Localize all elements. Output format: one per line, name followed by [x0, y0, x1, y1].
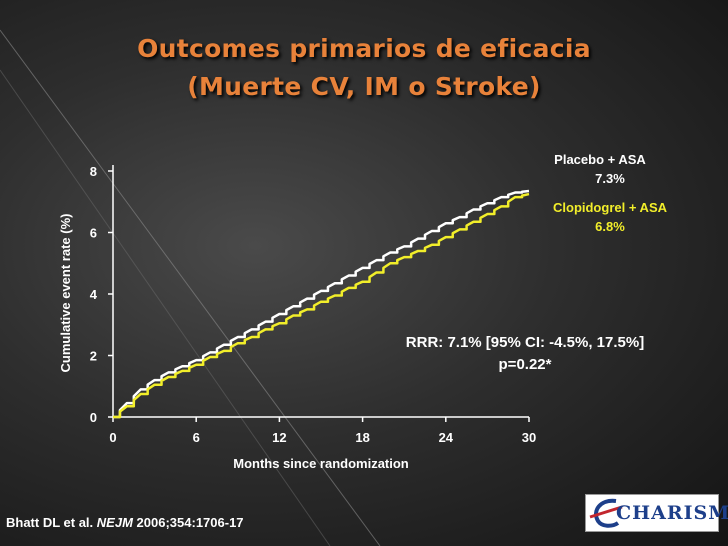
y-tick-label: 4 — [90, 287, 98, 302]
citation-authors: Bhatt DL et al. — [6, 515, 94, 530]
charisma-logo: CHARISMA — [585, 494, 728, 532]
charisma-logo-swoosh-icon — [589, 498, 623, 528]
y-tick-label: 0 — [90, 410, 97, 425]
citation-journal: NEJM — [96, 515, 133, 530]
x-tick-label: 0 — [109, 430, 116, 445]
rrr-annotation: RRR: 7.1% [95% CI: -4.5%, 17.5%] — [405, 334, 645, 351]
legend-clopidogrel-value: 6.8% — [595, 219, 625, 234]
citation-details: 2006;354:1706-17 — [136, 515, 244, 530]
x-tick-label: 30 — [522, 430, 536, 445]
x-axis-label: Months since randomization — [233, 456, 409, 471]
citation: Bhatt DL et al. NEJM 2006;354:1706-17 — [6, 515, 244, 530]
y-tick-label: 2 — [90, 349, 97, 364]
slide-title-line2: (Muerte CV, IM o Stroke) — [187, 72, 541, 101]
p-value-annotation: p=0.22* — [498, 356, 552, 373]
series-line-placebo — [113, 189, 530, 419]
series-line-clopidogrel — [113, 192, 530, 419]
chart-series-layer — [113, 189, 530, 419]
x-tick-label: 18 — [355, 430, 369, 445]
y-tick-label: 6 — [90, 226, 97, 241]
y-tick-label: 8 — [90, 164, 97, 179]
charisma-logo-text: CHARISMA — [616, 502, 728, 524]
x-tick-label: 24 — [439, 430, 454, 445]
x-tick-label: 6 — [193, 430, 200, 445]
legend-placebo-value: 7.3% — [595, 171, 625, 186]
x-tick-label: 12 — [272, 430, 286, 445]
slide-title-line1: Outcomes primarios de eficacia — [137, 34, 591, 63]
legend-clopidogrel-label: Clopidogrel + ASA — [553, 200, 667, 215]
y-axis-label: Cumulative event rate (%) — [58, 214, 73, 373]
legend-placebo-label: Placebo + ASA — [554, 152, 646, 167]
